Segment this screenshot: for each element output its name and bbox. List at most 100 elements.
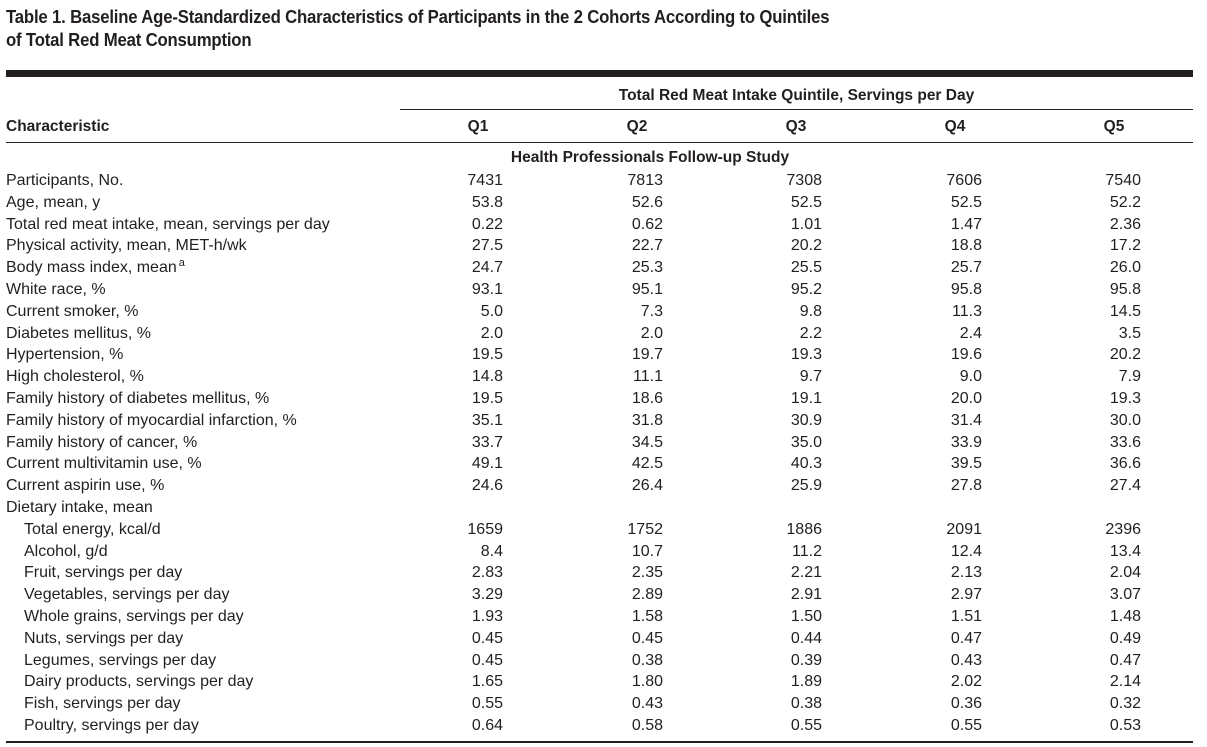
table-row: Dairy products, servings per day 1.65 1.80… bbox=[0, 671, 1207, 693]
cell-q5: 26.0 bbox=[1109, 259, 1141, 277]
cell-q1: 33.7 bbox=[471, 433, 503, 451]
cell-q5: 36.6 bbox=[1109, 455, 1141, 473]
cell-q5: 1.48 bbox=[1109, 608, 1141, 625]
cell-q5: 2.14 bbox=[1109, 673, 1141, 691]
cell-q2: 0.38 bbox=[631, 651, 663, 669]
cell-q5: 14.5 bbox=[1109, 302, 1141, 320]
cell-q3: 0.44 bbox=[790, 629, 822, 647]
cell-q5: 0.47 bbox=[1109, 651, 1141, 669]
cell-q2: 11.1 bbox=[633, 368, 663, 386]
cell-q2: 34.5 bbox=[631, 433, 663, 451]
table-title-line-1: Table 1. Baseline Age-Standardized Chara… bbox=[6, 7, 830, 27]
table-row: Hypertension, % 19.5 19.7 19.3 19.6 20.2 bbox=[0, 344, 1207, 366]
table-row: Diabetes mellitus, % 2.0 2.0 2.2 2.4 3.5 bbox=[0, 323, 1207, 345]
cell-q2: 25.3 bbox=[631, 259, 663, 277]
row-label: Total red meat intake, mean, servings pe… bbox=[6, 215, 330, 233]
cell-q3: 52.5 bbox=[790, 193, 822, 211]
row-label: Fruit, servings per day bbox=[24, 564, 183, 582]
cell-q3: 40.3 bbox=[790, 455, 822, 473]
q4-column-header: Q4 bbox=[944, 118, 966, 135]
cell-q3: 1.50 bbox=[790, 608, 822, 625]
cell-q5: 20.2 bbox=[1109, 346, 1141, 364]
cell-q3: 20.2 bbox=[790, 237, 822, 255]
row-label: White race, % bbox=[6, 281, 106, 298]
cell-q3: 95.2 bbox=[790, 281, 822, 298]
cell-q2: 2.35 bbox=[631, 564, 663, 582]
cell-q5: 7.9 bbox=[1118, 368, 1141, 386]
cell-q5: 27.4 bbox=[1109, 477, 1141, 495]
cell-q1: 14.8 bbox=[471, 368, 503, 386]
row-label: Age, mean, y bbox=[6, 193, 101, 211]
cell-q1: 35.1 bbox=[471, 411, 503, 429]
table-row: Legumes, servings per day 0.45 0.38 0.39 0.4… bbox=[0, 650, 1207, 672]
cell-q5: 0.49 bbox=[1109, 629, 1141, 647]
cell-q2: 1.58 bbox=[631, 608, 663, 625]
table-row: Body mass index, mean a 24.7 25.3 25.5 25.7 26… bbox=[0, 257, 1207, 279]
q3-column-header: Q3 bbox=[785, 118, 807, 135]
row-label: Family history of myocardial infarction,… bbox=[6, 411, 297, 429]
cell-q3: 7308 bbox=[786, 172, 822, 189]
table-row: Family history of myocardial infarction,… bbox=[0, 410, 1207, 432]
cell-q4: 1.51 bbox=[950, 608, 982, 625]
cell-q3: 0.38 bbox=[790, 695, 822, 713]
cell-q4: 95.8 bbox=[950, 281, 982, 298]
row-label: Dairy products, servings per day bbox=[24, 673, 254, 691]
cell-q5: 0.53 bbox=[1109, 717, 1141, 734]
cell-q1: 49.1 bbox=[471, 455, 503, 473]
cell-q5: 0.32 bbox=[1109, 695, 1141, 713]
cell-q4: 0.43 bbox=[950, 651, 982, 669]
cell-q3: 0.39 bbox=[790, 651, 822, 669]
cell-q2: 31.8 bbox=[631, 411, 663, 429]
table-row: Current aspirin use, % 24.6 26.4 25.9 27.8 27… bbox=[0, 475, 1207, 497]
footnote-marker: a bbox=[178, 257, 185, 270]
cell-q2: 18.6 bbox=[631, 390, 663, 407]
row-label: Current aspirin use, % bbox=[6, 477, 165, 495]
cell-q3: 2.91 bbox=[790, 586, 822, 604]
table-row: Fruit, servings per day 2.83 2.35 2.21 2.13 2… bbox=[0, 562, 1207, 584]
cell-q2: 19.7 bbox=[631, 346, 663, 364]
cell-q5: 7540 bbox=[1105, 172, 1141, 189]
cell-q2: 10.7 bbox=[631, 542, 663, 560]
row-label: Family history of diabetes mellitus, % bbox=[6, 390, 270, 407]
row-label: Whole grains, servings per day bbox=[24, 608, 244, 625]
table-title-line-2: of Total Red Meat Consumption bbox=[6, 30, 252, 50]
row-label: Current smoker, % bbox=[6, 302, 139, 320]
cell-q5: 2.04 bbox=[1109, 564, 1141, 582]
table-row: Vegetables, servings per day 3.29 2.89 2.91… bbox=[0, 584, 1207, 606]
cell-q5: 19.3 bbox=[1109, 390, 1141, 407]
cell-q3: 9.8 bbox=[799, 302, 822, 320]
table-row: Alcohol, g/d 8.4 10.7 11.2 12.4 13.4 bbox=[0, 541, 1207, 563]
cell-q1: 5.0 bbox=[480, 302, 503, 320]
row-label: Physical activity, mean, MET-h/wk bbox=[6, 237, 247, 255]
row-label: Total energy, kcal/d bbox=[24, 520, 161, 538]
cell-q1: 53.8 bbox=[471, 193, 503, 211]
table-row: Physical activity, mean, MET-h/wk 27.5 22.… bbox=[0, 235, 1207, 257]
cell-q5: 30.0 bbox=[1109, 411, 1141, 429]
cell-q4: 2.02 bbox=[950, 673, 982, 691]
cell-q1: 0.45 bbox=[471, 651, 503, 669]
cell-q4: 33.9 bbox=[950, 433, 982, 451]
row-label: Diabetes mellitus, % bbox=[6, 324, 151, 342]
cell-q5: 2396 bbox=[1105, 520, 1141, 538]
cell-q5: 33.6 bbox=[1109, 433, 1141, 451]
cell-q2: 2.0 bbox=[640, 324, 663, 342]
table-row: Poultry, servings per day 0.64 0.58 0.55 0.5… bbox=[0, 715, 1207, 737]
cell-q1: 3.29 bbox=[471, 586, 503, 604]
cell-q4: 2091 bbox=[946, 520, 982, 538]
table-row: Current smoker, % 5.0 7.3 9.8 11.3 14.5 bbox=[0, 301, 1207, 323]
cell-q1: 2.83 bbox=[471, 564, 503, 582]
cell-q4: 2.13 bbox=[950, 564, 982, 582]
cell-q4: 9.0 bbox=[959, 368, 982, 386]
table-row: White race, % 93.1 95.1 95.2 95.8 95.8 bbox=[0, 279, 1207, 301]
table-row: Total energy, kcal/d 1659 1752 1886 2091 2396 bbox=[0, 519, 1207, 541]
cell-q1: 24.6 bbox=[471, 477, 503, 495]
cell-q1: 19.5 bbox=[471, 346, 503, 364]
cell-q1: 1.93 bbox=[471, 608, 503, 625]
row-label: Current multivitamin use, % bbox=[6, 455, 202, 473]
row-label: Family history of cancer, % bbox=[6, 433, 198, 451]
table-row: Family history of cancer, % 33.7 34.5 35.0 3… bbox=[0, 432, 1207, 454]
spanner-rule bbox=[400, 109, 1193, 110]
cell-q2: 0.45 bbox=[631, 629, 663, 647]
characteristic-column-header: Characteristic bbox=[6, 118, 110, 135]
cell-q4: 2.97 bbox=[950, 586, 982, 604]
